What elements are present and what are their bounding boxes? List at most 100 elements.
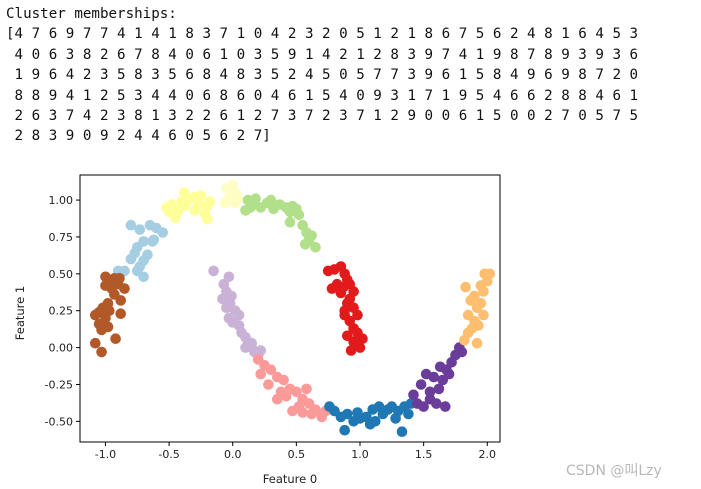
data-point [390,413,401,424]
data-point [227,180,238,191]
data-point [420,368,432,380]
data-point [125,219,137,231]
data-point [221,302,232,314]
data-point [226,290,237,302]
output-title: Cluster memberships: [6,6,177,22]
data-point [204,196,216,207]
x-tick-label: 0.5 [288,448,306,461]
y-axis-label: Feature 1 [13,286,27,340]
data-point [138,271,149,283]
x-tick-label: 1.5 [415,448,433,461]
data-point [339,305,351,317]
data-point [291,386,302,398]
data-point [462,309,474,321]
data-point [342,408,353,420]
data-point [134,224,146,235]
data-point [354,413,366,424]
y-tick-label: -0.25 [45,378,73,391]
data-point [263,379,274,390]
data-point [403,408,414,420]
data-point [434,361,446,373]
data-point [90,309,101,321]
data-point [208,265,219,277]
data-point [415,379,427,390]
data-point [344,293,356,305]
data-point [478,309,489,321]
data-point [370,416,381,427]
data-point [424,386,436,398]
y-tick-label: 1.00 [49,194,74,207]
data-point [300,239,311,250]
data-point [129,247,140,259]
data-point [306,408,317,420]
data-point [278,374,289,386]
data-point [157,227,168,238]
data-point [473,320,484,331]
data-point [326,283,338,294]
data-point [301,383,312,395]
x-tick-label: -0.5 [158,448,179,461]
output-line: [4 7 6 9 7 7 4 1 4 1 8 3 7 1 0 4 2 3 2 0… [6,26,639,43]
data-point [440,401,451,412]
data-point [324,401,335,412]
data-point [275,386,287,398]
data-point [265,364,277,376]
data-point [223,271,235,283]
data-point [484,268,496,280]
data-point [345,345,357,356]
data-point [465,295,477,306]
data-point [310,242,321,253]
data-point [219,197,231,209]
data-point [265,194,277,206]
y-tick-label: 0.50 [49,268,74,281]
data-point [354,342,366,353]
cluster-memberships-output: Cluster memberships: [4 7 6 9 7 7 4 1 4 … [6,4,638,147]
y-tick-label: 0.75 [49,231,74,244]
data-point [119,283,130,294]
data-point [352,309,363,321]
data-point [161,202,172,213]
data-point [246,337,258,349]
data-point [189,205,200,216]
data-point [357,333,368,345]
data-point [110,333,121,345]
output-line: 2 8 3 9 0 9 2 4 4 6 0 5 6 2 7] [6,128,271,145]
data-point [148,234,160,246]
data-point [335,287,347,299]
data-point [102,321,114,333]
data-point [115,308,126,320]
x-tick-label: 0.0 [224,448,242,461]
data-point [475,298,487,309]
data-point [195,190,207,201]
data-point [217,293,228,305]
data-point [471,337,483,349]
data-point [284,216,296,228]
data-point [456,346,468,358]
data-point [142,249,153,260]
data-points [90,180,496,438]
output-line: 2 6 3 7 4 2 3 8 1 3 2 2 6 1 2 7 3 7 2 3 … [6,108,639,125]
y-tick-label: 0.25 [49,305,74,318]
x-tick-label: 2.0 [479,448,497,461]
x-tick-label: 1.0 [351,448,369,461]
data-point [396,426,408,438]
data-point [297,407,309,418]
data-point [433,383,445,395]
data-point [114,273,125,284]
output-line: 1 9 6 4 2 3 5 8 3 5 6 8 4 8 3 5 2 4 5 0 … [6,67,639,84]
data-point [250,193,261,204]
data-point [245,202,256,213]
x-axis-label: Feature 0 [263,472,317,486]
data-point [233,309,245,321]
data-point [96,346,107,358]
data-point [90,337,101,349]
data-point [293,209,305,221]
data-point [255,368,266,380]
data-point [287,405,298,417]
data-point [460,281,471,293]
data-point [115,295,126,306]
data-point [306,230,317,241]
data-point [339,424,351,436]
data-point [255,345,266,356]
